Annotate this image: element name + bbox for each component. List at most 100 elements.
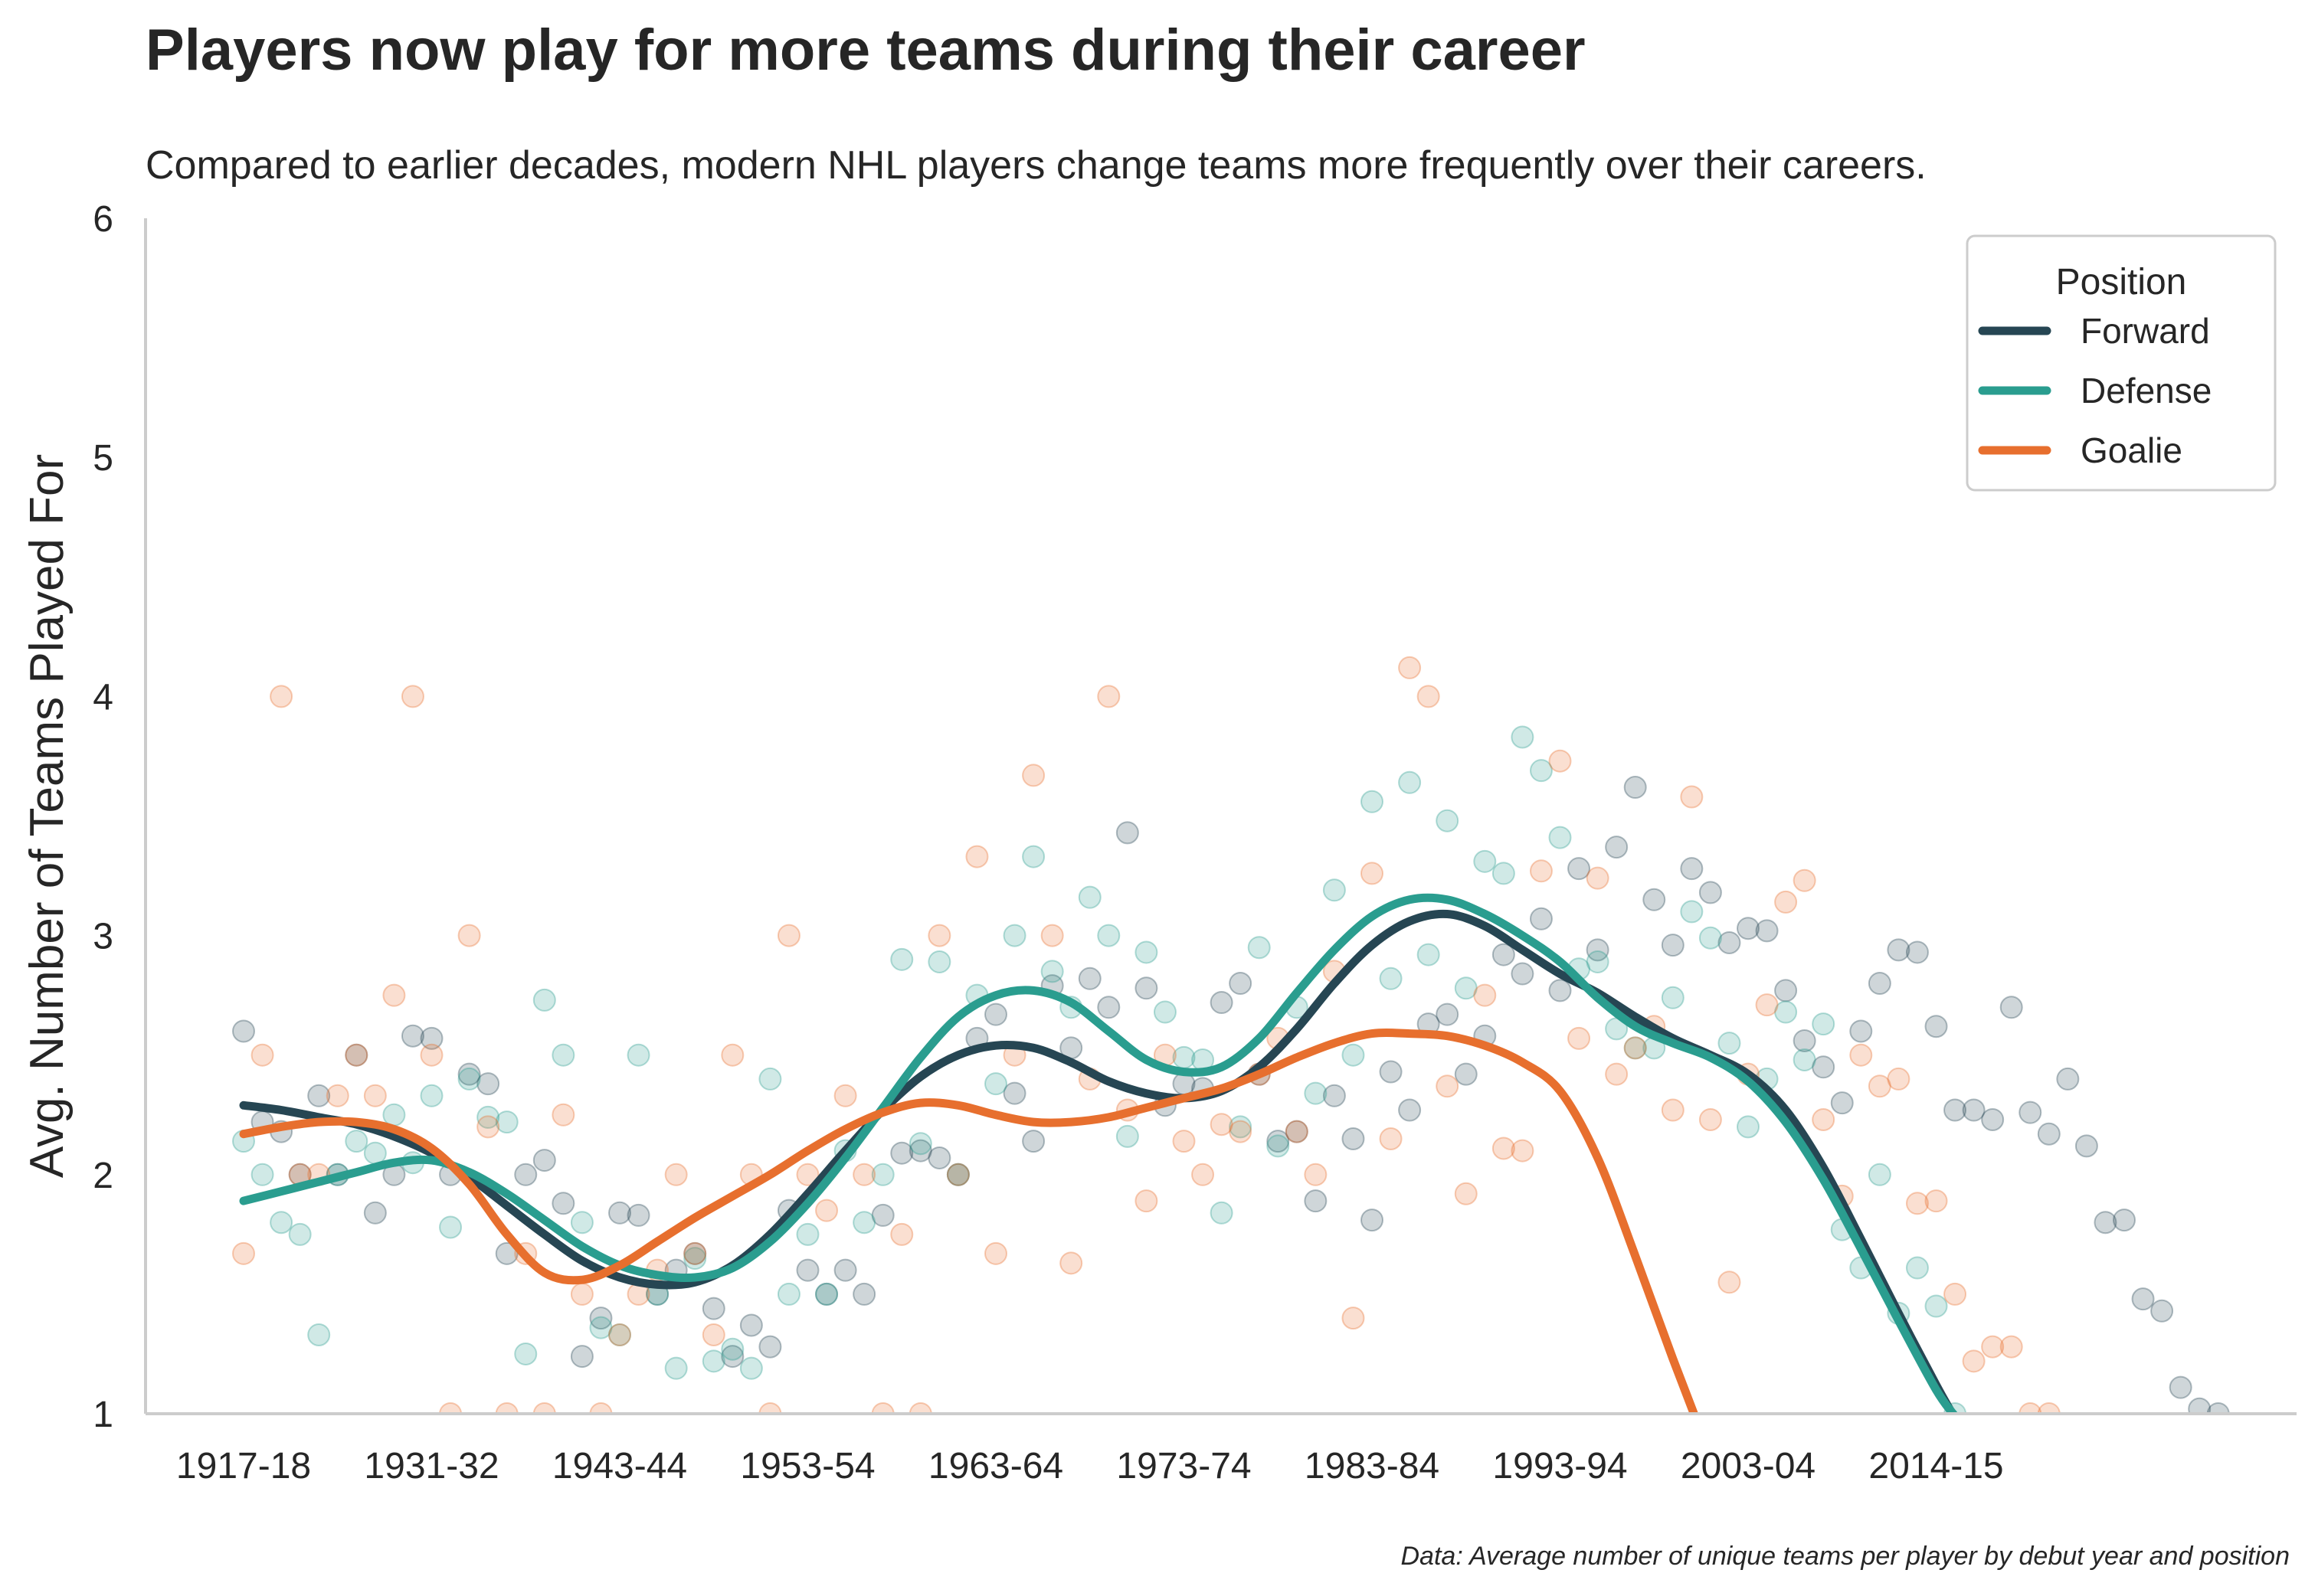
- x-tick-label: 1983-84: [1305, 1446, 1439, 1486]
- data-point-goalie: [721, 1043, 745, 1067]
- data-point-defense: [928, 950, 951, 973]
- data-point-forward: [758, 1335, 782, 1359]
- data-point-forward: [495, 1241, 519, 1265]
- data-point-forward: [984, 1002, 1007, 1026]
- data-point-goalie: [1229, 1120, 1252, 1143]
- chart-caption: Data: Average number of unique teams per…: [1400, 1542, 2290, 1571]
- data-point-defense: [382, 1103, 406, 1127]
- y-tick-label: 1: [93, 1395, 113, 1435]
- legend: Position Forward Defense Goalie: [1966, 234, 2277, 492]
- data-point-defense: [1868, 1163, 1891, 1186]
- data-point-goalie: [1529, 859, 1553, 883]
- data-point-goalie: [1172, 1130, 1196, 1153]
- chart-subtitle: Compared to earlier decades, modern NHL …: [146, 143, 1927, 188]
- data-point-forward: [1868, 972, 1891, 996]
- data-point-defense: [721, 1337, 745, 1361]
- data-point-forward: [1567, 857, 1591, 881]
- data-point-forward: [2131, 1287, 2155, 1311]
- data-point-defense: [1491, 862, 1515, 885]
- data-point-forward: [1999, 996, 2023, 1019]
- data-point-defense: [495, 1110, 519, 1134]
- data-point-forward: [514, 1163, 538, 1186]
- data-point-defense: [1737, 1115, 1760, 1139]
- data-point-defense: [1698, 926, 1722, 950]
- data-point-forward: [1981, 1107, 2005, 1131]
- data-point-forward: [1962, 1098, 1986, 1122]
- data-point-goalie: [1661, 1098, 1685, 1122]
- data-point-forward: [2056, 1067, 2080, 1091]
- y-tick-label: 2: [93, 1156, 113, 1196]
- data-point-defense: [853, 1211, 876, 1235]
- data-point-forward: [2188, 1397, 2212, 1414]
- data-point-forward: [1454, 1062, 1478, 1086]
- series-line-goalie: [239, 1029, 1699, 1414]
- y-tick-label: 3: [93, 917, 113, 957]
- data-point-goalie: [532, 1402, 556, 1414]
- data-point-goalie: [815, 1199, 839, 1222]
- data-point-defense: [871, 1163, 895, 1186]
- y-axis-title: Avg. Number of Teams Played For: [21, 454, 74, 1178]
- data-point-goalie: [1454, 1182, 1478, 1205]
- data-point-forward: [2206, 1402, 2230, 1414]
- data-point-forward: [1905, 940, 1929, 964]
- data-point-forward: [1548, 979, 1572, 1002]
- data-point-forward: [928, 1146, 951, 1169]
- data-point-defense: [946, 1163, 970, 1186]
- data-point-defense: [1398, 770, 1422, 794]
- y-tick-label: 5: [93, 438, 113, 479]
- data-point-goalie: [1943, 1282, 1967, 1306]
- legend-label-forward: Forward: [2081, 311, 2210, 351]
- data-point-goalie: [345, 1043, 368, 1067]
- data-point-forward: [683, 1241, 707, 1265]
- data-point-defense: [345, 1130, 368, 1153]
- data-point-forward: [909, 1139, 932, 1163]
- smoothed-lines: [239, 893, 1959, 1414]
- data-point-goalie: [382, 983, 406, 1007]
- data-point-forward: [307, 1084, 331, 1107]
- x-tick-label: 1953-54: [740, 1446, 875, 1486]
- data-point-forward: [946, 1163, 970, 1186]
- data-point-defense: [1172, 1045, 1196, 1069]
- data-point-goalie: [965, 845, 989, 868]
- series-line-defense: [239, 893, 1959, 1414]
- data-point-goalie: [1379, 1127, 1403, 1150]
- data-point-goalie: [1285, 1120, 1308, 1143]
- data-point-forward: [1943, 1098, 1967, 1122]
- data-point-goalie: [1191, 1163, 1215, 1186]
- data-point-goalie: [853, 1163, 876, 1186]
- data-point-defense: [1774, 1000, 1798, 1024]
- data-point-forward: [2074, 1134, 2098, 1158]
- data-point-forward: [1266, 1130, 1290, 1153]
- data-point-forward: [420, 1026, 444, 1050]
- data-point-forward: [1529, 907, 1553, 930]
- data-point-defense: [1717, 1032, 1741, 1055]
- data-point-goalie: [777, 924, 801, 947]
- legend-box: [1966, 234, 2277, 492]
- data-point-goalie: [1341, 1307, 1365, 1330]
- data-point-forward: [721, 1345, 745, 1369]
- data-point-defense: [250, 1163, 274, 1186]
- data-point-goalie: [702, 1323, 725, 1346]
- data-point-forward: [1229, 972, 1252, 996]
- data-point-goalie: [1360, 862, 1383, 885]
- data-point-forward: [1134, 976, 1158, 1000]
- data-point-forward: [1849, 1019, 1873, 1043]
- data-point-goalie: [683, 1241, 707, 1265]
- data-point-goalie: [1134, 1189, 1158, 1213]
- data-point-defense: [984, 1072, 1007, 1096]
- data-point-defense: [1040, 960, 1064, 983]
- data-point-defense: [1229, 1115, 1252, 1139]
- data-point-goalie: [608, 1323, 631, 1346]
- data-point-defense: [1115, 1124, 1139, 1148]
- data-point-forward: [589, 1307, 613, 1330]
- data-point-goalie: [1511, 1139, 1534, 1163]
- data-point-forward: [1887, 938, 1910, 962]
- data-point-defense: [758, 1067, 782, 1091]
- data-point-defense: [890, 947, 914, 971]
- data-point-goalie: [1022, 764, 1046, 787]
- data-point-defense: [420, 1084, 444, 1107]
- data-point-forward: [1812, 1055, 1835, 1079]
- data-point-defense: [739, 1356, 763, 1380]
- data-point-goalie: [401, 685, 424, 708]
